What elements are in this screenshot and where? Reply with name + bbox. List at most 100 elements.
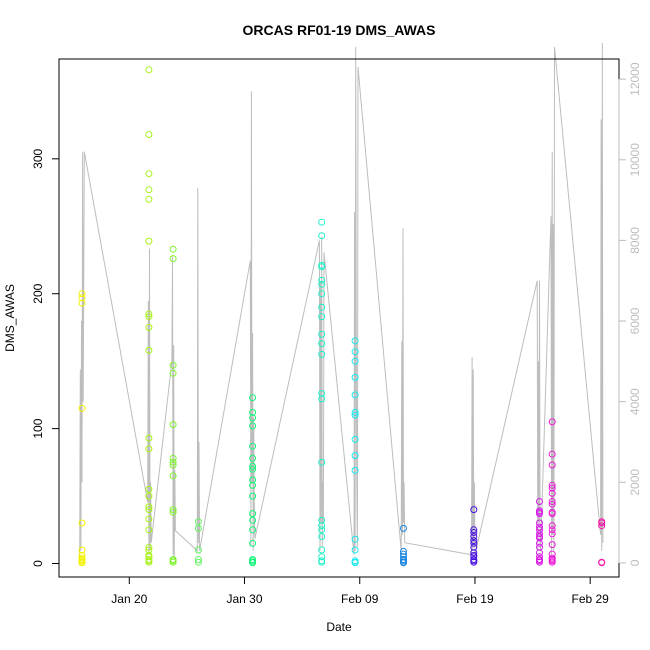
x-axis-label: Date <box>326 620 352 634</box>
data-point <box>351 559 359 567</box>
data-point <box>249 414 257 422</box>
data-point <box>351 391 359 399</box>
data-point <box>548 550 556 558</box>
data-point <box>145 310 153 318</box>
y-tick-label: 300 <box>31 148 45 168</box>
data-point <box>145 546 153 554</box>
data-point <box>318 350 326 358</box>
data-point <box>536 510 543 518</box>
data-point <box>169 361 177 369</box>
data-point <box>145 485 153 493</box>
y2-tick-label: 12000 <box>628 62 642 96</box>
data-point <box>351 348 359 356</box>
data-point <box>78 519 86 527</box>
data-point <box>78 294 86 302</box>
data-point <box>536 519 543 527</box>
data-point <box>598 519 606 527</box>
data-point <box>318 276 326 284</box>
altitude-line-layer <box>79 42 604 563</box>
data-point <box>169 508 177 516</box>
data-point <box>249 539 257 547</box>
y-tick-label: 200 <box>31 283 45 303</box>
data-point <box>145 558 153 566</box>
data-point <box>169 245 177 253</box>
data-point <box>318 526 326 534</box>
data-point <box>249 442 257 450</box>
data-point <box>548 522 556 530</box>
chart-title: ORCAS RF01-19 DMS_AWAS <box>243 22 436 38</box>
y-tick-label: 100 <box>31 418 45 438</box>
data-point <box>249 408 257 416</box>
data-point <box>318 546 326 554</box>
data-point <box>536 530 543 538</box>
data-point <box>400 559 407 567</box>
data-points-layer <box>78 66 606 567</box>
data-point <box>351 546 359 554</box>
data-point <box>536 549 543 557</box>
data-point <box>351 435 359 443</box>
data-point <box>318 395 326 403</box>
data-point <box>249 422 257 430</box>
x-tick-label: Jan 30 <box>226 592 262 606</box>
data-point <box>169 472 177 480</box>
data-point <box>318 232 326 240</box>
data-point <box>548 541 556 549</box>
data-point <box>351 452 359 460</box>
data-point <box>536 498 543 505</box>
data-point <box>548 484 556 492</box>
data-point <box>145 237 153 245</box>
data-point <box>318 558 326 566</box>
data-point <box>145 170 153 178</box>
data-point <box>169 454 177 462</box>
data-point <box>145 506 153 514</box>
data-point <box>318 340 326 348</box>
y2-tick-label: 6000 <box>628 307 642 334</box>
data-point <box>318 303 326 311</box>
data-point <box>470 549 478 557</box>
data-point <box>470 553 478 561</box>
data-point <box>145 66 153 74</box>
data-point <box>249 462 257 470</box>
data-point <box>548 530 556 538</box>
data-point <box>145 195 153 203</box>
data-point <box>318 330 326 338</box>
data-point <box>318 553 326 561</box>
data-point <box>194 556 202 563</box>
x-tick-label: Jan 20 <box>111 592 147 606</box>
data-point <box>470 533 478 540</box>
data-point <box>169 255 177 263</box>
altitude-line <box>79 42 604 563</box>
y-axis: 0 100 200 300 <box>31 148 60 567</box>
y2-tick-label: 0 <box>628 559 642 566</box>
data-point <box>169 458 177 466</box>
data-point <box>249 559 257 567</box>
data-point <box>169 558 177 566</box>
data-point <box>400 550 407 558</box>
data-point <box>318 390 326 397</box>
data-point <box>194 558 202 566</box>
data-point <box>548 558 556 566</box>
data-point <box>548 489 556 497</box>
y2-axis: 0 2000 4000 6000 8000 10000 12000 <box>618 62 642 566</box>
x-axis: Jan 20 Jan 30 Feb 09 Feb 19 Feb 29 <box>111 576 609 606</box>
data-point <box>249 465 257 473</box>
data-point <box>318 290 326 298</box>
data-point <box>548 450 556 458</box>
data-point <box>548 526 556 534</box>
data-point <box>249 454 257 462</box>
y2-tick-label: 2000 <box>628 469 642 496</box>
data-point <box>145 526 153 534</box>
x-tick-label: Feb 09 <box>341 592 379 606</box>
data-point <box>78 290 86 298</box>
data-point <box>351 411 359 419</box>
data-point <box>249 492 257 500</box>
data-point <box>145 313 153 321</box>
data-point <box>194 518 202 526</box>
data-point <box>548 418 556 426</box>
data-point <box>145 445 153 453</box>
data-point <box>470 526 478 534</box>
data-point <box>194 524 202 532</box>
data-point <box>598 522 606 530</box>
data-point <box>351 357 359 365</box>
